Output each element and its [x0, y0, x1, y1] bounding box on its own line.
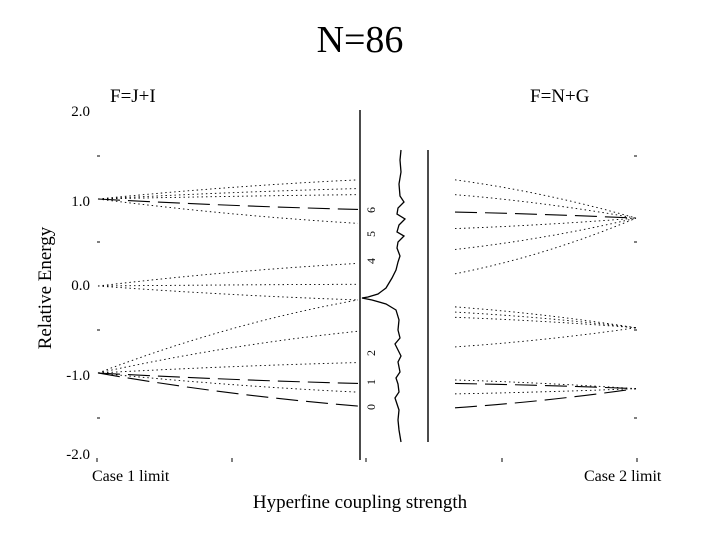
energy-level-line [97, 198, 359, 210]
energy-level-line [97, 362, 359, 374]
energy-level-line [454, 217, 637, 230]
energy-level-line [454, 388, 637, 395]
right-panel-label: F=N+G [530, 86, 590, 107]
left-panel-label: F=J+I [110, 86, 156, 107]
energy-level-line [97, 372, 359, 407]
energy-level-line [97, 283, 359, 287]
energy-level-line [454, 388, 637, 409]
energy-level-line [454, 382, 637, 390]
energy-level-line [454, 311, 637, 329]
spectrum-label: 2 [364, 350, 378, 356]
spectrum-label: 6 [364, 207, 378, 213]
x-tick-label-right: Case 2 limit [584, 468, 662, 485]
energy-level-line [454, 194, 637, 219]
spectrum-label: 4 [364, 258, 378, 264]
chart-title: N=86 [316, 19, 404, 61]
energy-level-line [97, 262, 359, 287]
spectrum-label: 1 [364, 379, 378, 385]
energy-level-line [97, 188, 359, 200]
y-tick-label: -1.0 [66, 368, 90, 384]
energy-level-line [454, 379, 637, 390]
spectrum-label: 0 [364, 404, 378, 410]
energy-level-line [97, 198, 359, 224]
y-tick-label: 1.0 [71, 194, 90, 210]
energy-level-line [454, 316, 637, 329]
spectrum-labels: 0 1 2 4 5 6 [364, 207, 378, 410]
energy-level-line [454, 179, 637, 219]
x-axis-label: Hyperfine coupling strength [252, 492, 468, 513]
left-panel-series [97, 179, 359, 407]
energy-level-line [454, 217, 637, 275]
spectrum-label: 5 [364, 231, 378, 237]
energy-level-line [97, 330, 359, 374]
energy-level-line [97, 285, 359, 301]
spectrum-trace [361, 149, 407, 443]
right-panel-series [454, 179, 637, 409]
energy-level-line [454, 327, 637, 348]
axes [96, 110, 638, 462]
energy-level-line [454, 217, 637, 250]
energy-level-line [454, 306, 637, 329]
energy-level-line [97, 194, 359, 200]
energy-level-line [454, 211, 637, 219]
y-tick-label: -2.0 [66, 447, 90, 463]
x-tick-label-left: Case 1 limit [92, 468, 170, 485]
y-tick-label: 2.0 [71, 104, 90, 120]
energy-level-line [97, 372, 359, 384]
energy-level-line [97, 299, 359, 374]
y-tick-label: 0.0 [71, 278, 90, 294]
